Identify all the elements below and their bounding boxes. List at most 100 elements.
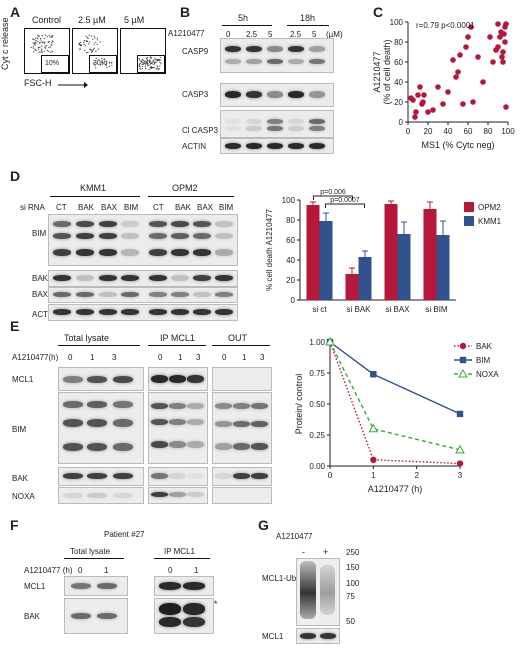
blot-band [309, 126, 325, 131]
d-blot-bim [48, 214, 238, 266]
line-legend-label: BIM [476, 356, 491, 365]
blot-band [171, 292, 189, 297]
bar-kmm1 [319, 221, 333, 300]
bar-kmm1 [436, 235, 450, 300]
blot-band [159, 617, 181, 627]
line-y-tick-label: 0.75 [309, 369, 325, 378]
e-lane-label: 3 [112, 353, 117, 362]
bar-legend-swatch [464, 216, 474, 226]
blot-band [251, 421, 268, 427]
blot-band [309, 59, 325, 64]
blot-band [225, 126, 241, 131]
e-lane-label: 3 [196, 353, 201, 362]
blot-band [113, 376, 133, 383]
e-blot-bim-ip [148, 392, 208, 464]
blot-band [121, 249, 139, 256]
line-y-tick-label: 0.50 [309, 400, 325, 409]
g-marker-50: 50 [346, 617, 355, 626]
scatter-point [440, 101, 446, 107]
blot-band [183, 617, 205, 627]
blot-band [76, 292, 94, 297]
blot-band [151, 473, 168, 479]
scatter-y-tick-label: 100 [390, 18, 404, 27]
flow-condition-5: 5 µM [124, 15, 145, 25]
d-lane-label: BAK [175, 203, 192, 212]
blot-band [246, 126, 262, 131]
line-legend-marker [459, 356, 467, 364]
line-y-tick-label: 0.00 [309, 462, 325, 471]
scatter-point [420, 99, 426, 105]
scatter-point [499, 54, 505, 60]
blot-band [215, 292, 233, 297]
flow-plot-5: 94% [120, 28, 166, 74]
panel-label-g: G [258, 517, 269, 533]
scatter-x-tick-label: 40 [444, 127, 453, 136]
b-row-actin: ACTIN [182, 142, 206, 151]
scatter-point [425, 109, 431, 115]
blot-band [87, 376, 107, 383]
blot-band [246, 143, 262, 149]
e-blot-noxa-ip [148, 487, 208, 504]
bar-y-tick-label: 60 [286, 236, 295, 245]
blot-band [53, 249, 71, 256]
blot-band [183, 603, 205, 615]
e-lane-label: 0 [68, 353, 73, 362]
blot-band [267, 119, 283, 124]
line-series-bak [329, 341, 461, 465]
blot-band [267, 143, 283, 149]
flow-condition-2-5: 2.5 µM [78, 15, 106, 25]
line-x-label: A1210477 (h) [368, 484, 423, 494]
scatter-point [497, 34, 503, 40]
scatter-point [410, 97, 416, 103]
scatter-point [435, 84, 441, 90]
blot-band [99, 221, 117, 227]
bar-category-label: si BAK [346, 305, 371, 314]
line-legend-label: NOXA [476, 370, 499, 379]
bar-opm2 [423, 209, 437, 300]
b-row-casp3: CASP3 [182, 90, 209, 99]
blot-band [288, 91, 304, 98]
blot-band [215, 221, 233, 227]
g-marker-75: 75 [346, 592, 355, 601]
d-lane-label: BAK [78, 203, 95, 212]
blot-band [63, 401, 83, 408]
flow-x-axis-label: FSC-H [24, 78, 52, 88]
f-lane-total-0: 0 [78, 566, 83, 575]
scatter-point [415, 92, 421, 98]
scatter-y-label-line: A1210477 [372, 51, 382, 92]
scatter-point [417, 84, 423, 90]
blot-band [187, 419, 204, 425]
flow-condition-control: Control [32, 15, 62, 25]
blot-band [193, 292, 211, 297]
blot-band [171, 233, 189, 239]
blot-band [225, 59, 241, 64]
blot-band [76, 233, 94, 239]
scatter-y-label: A1210477 (% of cell death) [372, 39, 392, 104]
bar-bracket [313, 195, 353, 200]
e-row-mcl1: MCL1 [12, 375, 34, 384]
f-time-label: A1210477 (h) [24, 566, 73, 575]
bar-bracket [325, 203, 365, 208]
d-row-bak: BAK [32, 274, 49, 283]
line-series-noxa [329, 341, 461, 451]
e-lane-label: 1 [242, 353, 247, 362]
scatter-x-tick-label: 100 [501, 127, 515, 136]
blot-band [149, 233, 167, 239]
d-blot-actin [48, 304, 238, 321]
blot-band [149, 292, 167, 297]
blot-band [233, 473, 250, 479]
blot-band [53, 292, 71, 297]
g-lane-minus: - [302, 547, 305, 557]
blot-band [97, 583, 117, 589]
f-section-ip: IP MCL1 [164, 547, 195, 556]
panel-label-b: B [180, 4, 191, 20]
bar-legend-swatch [464, 202, 474, 212]
d-group-kmm1: KMM1 [80, 183, 107, 193]
d-sirna-label: si RNA [20, 203, 45, 212]
f-row-bak: BAK [24, 612, 41, 621]
blot-band [309, 91, 325, 98]
b-blot-casp3 [220, 83, 334, 107]
line-point-noxa [455, 444, 465, 454]
g-row-mcl1: MCL1 [262, 632, 284, 641]
e-row-noxa: NOXA [12, 492, 35, 501]
